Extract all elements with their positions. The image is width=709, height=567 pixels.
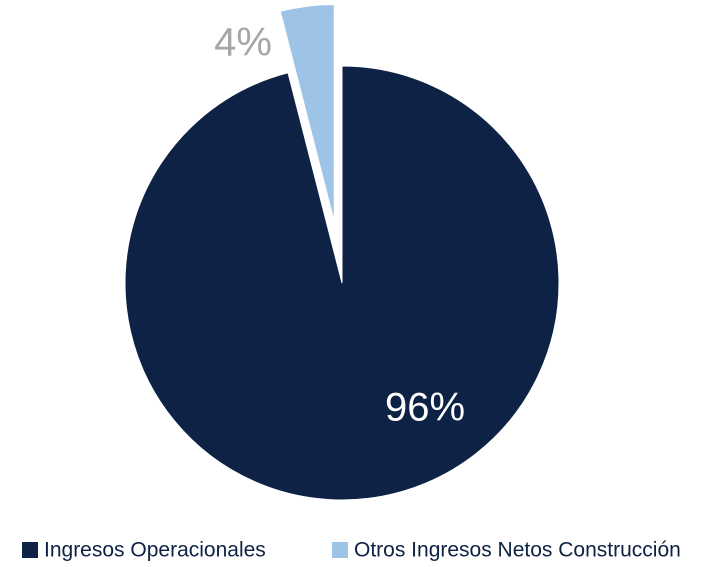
legend-label: Otros Ingresos Netos Construcción <box>354 539 681 562</box>
legend-swatch <box>332 542 348 558</box>
legend-label: Ingresos Operacionales <box>44 539 266 562</box>
pie-slice <box>279 3 335 222</box>
slice-label: 4% <box>214 21 272 65</box>
slice-label: 96% <box>385 386 465 430</box>
pie-slice <box>124 65 560 501</box>
legend-swatch <box>22 542 38 558</box>
